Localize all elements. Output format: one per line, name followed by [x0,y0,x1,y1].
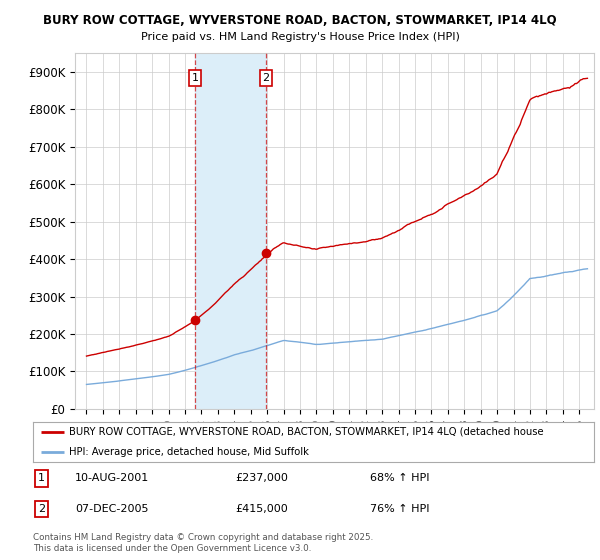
Text: 07-DEC-2005: 07-DEC-2005 [75,504,149,514]
Text: Price paid vs. HM Land Registry's House Price Index (HPI): Price paid vs. HM Land Registry's House … [140,32,460,43]
Text: £237,000: £237,000 [235,473,288,483]
Text: 68% ↑ HPI: 68% ↑ HPI [370,473,429,483]
Text: 1: 1 [191,73,199,83]
Text: 76% ↑ HPI: 76% ↑ HPI [370,504,429,514]
Bar [195,53,266,409]
Text: Contains HM Land Registry data © Crown copyright and database right 2025.
This d: Contains HM Land Registry data © Crown c… [33,533,373,553]
Text: HPI: Average price, detached house, Mid Suffolk: HPI: Average price, detached house, Mid … [70,447,310,457]
Text: 2: 2 [262,73,269,83]
Text: 10-AUG-2001: 10-AUG-2001 [75,473,149,483]
Text: 1: 1 [38,473,45,483]
Text: £415,000: £415,000 [235,504,288,514]
Text: BURY ROW COTTAGE, WYVERSTONE ROAD, BACTON, STOWMARKET, IP14 4LQ: BURY ROW COTTAGE, WYVERSTONE ROAD, BACTO… [43,14,557,27]
Text: BURY ROW COTTAGE, WYVERSTONE ROAD, BACTON, STOWMARKET, IP14 4LQ (detached house: BURY ROW COTTAGE, WYVERSTONE ROAD, BACTO… [70,427,544,437]
Text: 2: 2 [38,504,45,514]
